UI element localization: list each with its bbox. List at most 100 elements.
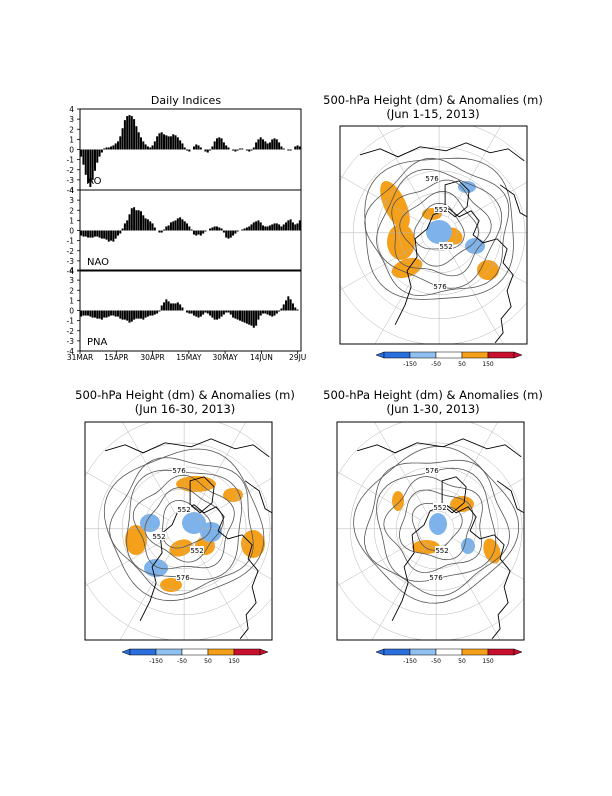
bar <box>218 227 221 231</box>
bar <box>287 149 290 151</box>
bar <box>252 310 255 328</box>
bar <box>225 310 228 313</box>
bar <box>112 310 115 316</box>
bar <box>250 149 253 151</box>
coastline <box>189 476 215 514</box>
bar <box>202 310 205 315</box>
y-tick-label: -3 <box>67 257 75 266</box>
contour-label: 552 <box>177 506 190 514</box>
bar <box>195 310 198 317</box>
bar <box>144 218 147 231</box>
bar <box>181 143 184 150</box>
bar <box>262 310 265 314</box>
height-contour <box>399 190 479 267</box>
bar <box>110 230 113 241</box>
bar <box>165 299 168 311</box>
bar <box>98 230 101 238</box>
bar <box>119 310 122 319</box>
contour-label: 552 <box>433 504 446 512</box>
meridian <box>377 126 431 218</box>
bar <box>266 226 269 231</box>
bar <box>204 310 207 313</box>
colorbar-segment <box>129 648 157 656</box>
bar <box>199 310 202 317</box>
bar <box>156 310 159 314</box>
bar <box>128 214 131 231</box>
bar <box>186 223 189 231</box>
bar <box>146 310 149 317</box>
bar <box>128 310 131 323</box>
map-title: 500-hPa Height (dm) & Anomalies (m) <box>323 388 543 402</box>
bar <box>121 310 124 320</box>
colorbar-segment <box>383 351 411 359</box>
meridian <box>337 471 421 521</box>
meridian <box>451 477 524 521</box>
bar <box>181 219 184 231</box>
bar <box>285 300 288 311</box>
bar <box>278 142 281 150</box>
bar <box>174 135 177 150</box>
bar <box>238 310 241 321</box>
meridian <box>119 544 176 640</box>
negative-anomaly <box>461 538 475 554</box>
bar <box>146 219 149 231</box>
contour-label-bg <box>433 503 447 511</box>
y-tick-label: -1 <box>67 237 75 246</box>
height-contour <box>126 469 242 580</box>
bar <box>227 147 230 150</box>
map-body: 576 552 552 552 576 <box>85 422 272 640</box>
colorbar-segment <box>461 351 489 359</box>
bar <box>215 138 218 150</box>
y-tick-label: 4 <box>69 105 74 114</box>
bar <box>80 310 83 317</box>
colorbar-segment <box>155 648 183 656</box>
bar <box>82 230 85 237</box>
bar <box>245 149 248 151</box>
bar <box>291 222 294 231</box>
y-tick-label: -3 <box>67 176 75 185</box>
bar <box>89 230 92 238</box>
bar <box>278 224 281 231</box>
bar <box>213 141 216 150</box>
bar <box>93 149 96 171</box>
bar <box>298 146 301 150</box>
colorbar-label: -50 <box>431 361 441 368</box>
bar <box>87 310 90 316</box>
bar <box>278 310 281 312</box>
map-body: 576 552 552 576 <box>340 126 527 344</box>
bar <box>188 310 191 314</box>
bar <box>213 226 216 231</box>
y-tick-label: -2 <box>67 327 75 336</box>
bar <box>241 310 244 322</box>
colorbar-label: 50 <box>458 361 466 368</box>
colorbar-segment <box>487 648 515 656</box>
bar <box>110 146 113 150</box>
y-tick-label: 1 <box>69 135 74 144</box>
bar <box>82 310 85 316</box>
y-tick-label: 3 <box>69 115 74 124</box>
positive-anomaly <box>160 578 182 592</box>
meridian <box>337 537 421 587</box>
bar <box>280 146 283 150</box>
bar <box>126 220 129 231</box>
bar <box>186 310 189 313</box>
map-panel-jun-1-30: 500-hPa Height (dm) & Anomalies (m) (Jun… <box>323 388 543 665</box>
bar <box>195 230 198 236</box>
y-tick-label: -1 <box>67 156 75 165</box>
contour-label: 552 <box>152 533 165 541</box>
bar <box>123 310 126 320</box>
bar <box>289 219 292 231</box>
bar <box>190 310 193 314</box>
height-contour <box>391 179 492 277</box>
bar <box>282 304 285 311</box>
bar <box>133 310 136 320</box>
bar <box>245 227 248 231</box>
bar <box>149 310 152 316</box>
bar <box>87 149 90 183</box>
bar <box>93 230 96 237</box>
bar <box>91 230 94 238</box>
height-contour <box>103 448 265 602</box>
bar <box>105 147 108 150</box>
bar <box>234 149 237 152</box>
contour-label: 576 <box>425 175 439 183</box>
